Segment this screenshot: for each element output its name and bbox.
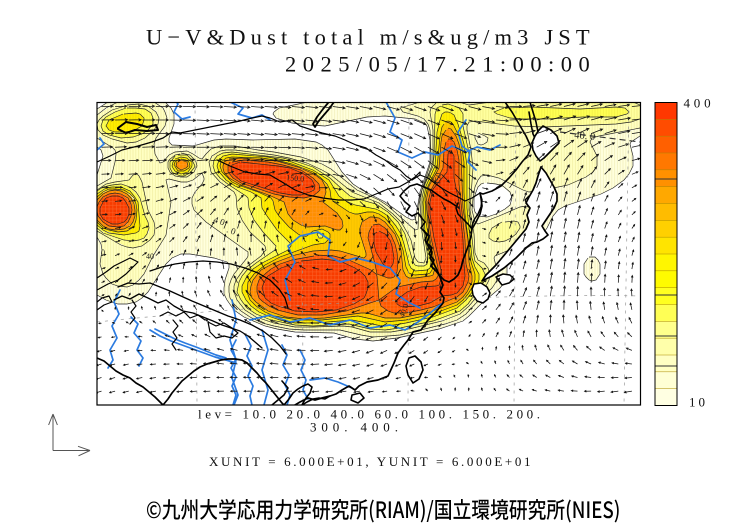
svg-text:2025/05/17.21:00:00: 2025/05/17.21:00:00 [285,52,596,77]
svg-text:lev= 10.0 20.0 40.0 60.0 100.: lev= 10.0 20.0 40.0 60.0 100. 150. 200. [198,407,544,422]
svg-text:U−V&Dust total m/s&ug/m3 JST: U−V&Dust total m/s&ug/m3 JST [146,25,595,50]
svg-text:4 0: 4 0 [212,214,226,227]
svg-text:400: 400 [684,96,715,111]
svg-text:300. 400.: 300. 400. [310,420,403,435]
svg-text:. 0: . 0 [225,224,237,236]
svg-text:150: 150 [433,172,443,185]
svg-text:150.0: 150.0 [286,173,305,184]
svg-text:40.0: 40.0 [397,302,410,318]
svg-text:0: 0 [101,248,105,257]
svg-text:40. 0: 40. 0 [574,130,596,143]
svg-text:XUNIT = 6.000E+01, YUNIT = 6.0: XUNIT = 6.000E+01, YUNIT = 6.000E+01 [209,454,533,469]
svg-text:40: 40 [146,252,154,261]
svg-text:10: 10 [689,395,708,410]
